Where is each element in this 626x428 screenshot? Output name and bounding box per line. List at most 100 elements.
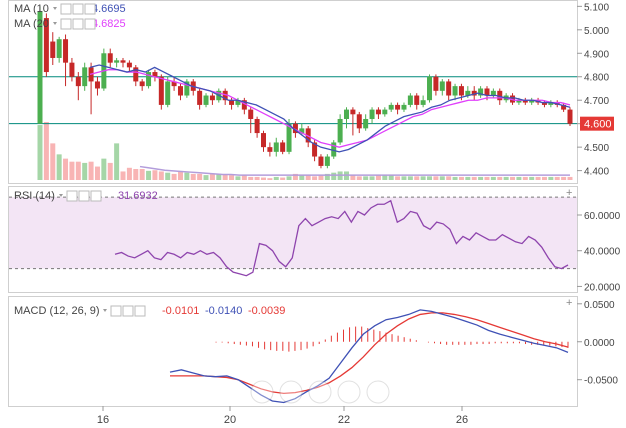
candle-body bbox=[318, 156, 324, 166]
macd-panel[interactable] bbox=[8, 296, 578, 407]
candle-body bbox=[350, 109, 356, 115]
candle-body bbox=[286, 123, 292, 152]
volume-bar bbox=[305, 175, 311, 180]
volume-bar bbox=[427, 176, 433, 180]
candle-body bbox=[299, 128, 305, 134]
reset-icon[interactable] bbox=[308, 380, 332, 404]
close-icon[interactable] bbox=[84, 3, 96, 15]
volume-bar bbox=[324, 173, 330, 180]
macd-add-button[interactable]: + bbox=[566, 297, 572, 309]
gear-icon[interactable] bbox=[60, 3, 72, 15]
last-price-tag: 4.600 bbox=[580, 116, 614, 131]
close-icon[interactable] bbox=[90, 190, 102, 202]
volume-bar bbox=[184, 172, 190, 180]
candle-body bbox=[331, 142, 337, 157]
candle-body bbox=[69, 62, 75, 77]
price-tick-label: 4.900 bbox=[584, 49, 609, 60]
volume-bar bbox=[522, 176, 528, 180]
ma20-controls bbox=[53, 18, 96, 30]
candle-body bbox=[260, 133, 266, 148]
price-tick-label: 4.800 bbox=[584, 73, 609, 84]
volume-bar bbox=[414, 176, 420, 180]
pan-right-icon[interactable] bbox=[366, 380, 390, 404]
dropdown-icon[interactable] bbox=[53, 22, 57, 25]
candle-body bbox=[516, 100, 522, 103]
price-tick-label: 4.500 bbox=[584, 143, 609, 154]
candle-body bbox=[478, 88, 484, 96]
gear-icon[interactable] bbox=[66, 190, 78, 202]
volume-bar bbox=[63, 158, 69, 180]
add-icon[interactable]: + bbox=[566, 297, 572, 309]
gear-icon[interactable] bbox=[110, 305, 122, 317]
volume-bar bbox=[69, 161, 75, 180]
volume-bar bbox=[94, 166, 100, 180]
macd-value: -0.0101 bbox=[162, 305, 199, 317]
volume-bar bbox=[120, 171, 126, 180]
volume-bar bbox=[126, 167, 132, 180]
volume-bar bbox=[254, 176, 260, 180]
volume-bar bbox=[312, 176, 318, 180]
candle-body bbox=[82, 67, 88, 87]
zoom-out-icon[interactable] bbox=[279, 380, 303, 404]
candle-body bbox=[248, 109, 254, 119]
fullscreen-icon[interactable] bbox=[122, 305, 134, 317]
x-tick-label: 26 bbox=[456, 414, 468, 426]
macd-line bbox=[169, 309, 569, 404]
candle-body bbox=[43, 18, 49, 73]
volume-bar bbox=[75, 161, 81, 180]
ma20-legend-label: MA (20 bbox=[14, 18, 49, 30]
zoom-in-icon[interactable] bbox=[337, 380, 361, 404]
candle-body bbox=[235, 100, 241, 105]
dropdown-icon[interactable] bbox=[53, 7, 57, 10]
ma20-legend: MA (20 4.6825 bbox=[14, 18, 126, 30]
candle-body bbox=[356, 114, 362, 129]
rsi-tick-label: 20.0000 bbox=[584, 282, 621, 293]
volume-bar bbox=[133, 169, 139, 180]
close-icon[interactable] bbox=[84, 18, 96, 30]
candle-body bbox=[280, 142, 286, 152]
axes: 5.100 5.000 4.900 4.800 4.700 4.600 4.500 4.400… bbox=[97, 2, 621, 426]
dropdown-icon[interactable] bbox=[103, 309, 107, 312]
macd-tick-label: 0.0000 bbox=[584, 338, 615, 349]
dropdown-icon[interactable] bbox=[59, 194, 63, 197]
candle-body bbox=[146, 72, 152, 87]
gear-icon[interactable] bbox=[60, 18, 72, 30]
volume-bar bbox=[369, 176, 375, 180]
candle-body bbox=[273, 142, 279, 152]
volume-bar bbox=[139, 169, 145, 180]
macd-plot bbox=[169, 309, 569, 404]
candle-body bbox=[177, 86, 183, 96]
fullscreen-icon[interactable] bbox=[78, 190, 90, 202]
volume-bar bbox=[356, 176, 362, 180]
signal-value: -0.0140 bbox=[205, 305, 242, 317]
volume-bar bbox=[554, 176, 560, 180]
fullscreen-icon[interactable] bbox=[72, 3, 84, 15]
volume-bar bbox=[190, 173, 196, 180]
volume-bar bbox=[420, 176, 426, 180]
rsi-legend: RSI (14) 31.6932 bbox=[14, 190, 158, 202]
candle-body bbox=[388, 104, 394, 110]
volume-bar bbox=[299, 175, 305, 180]
ma10-legend: MA (10 4.6695 bbox=[14, 3, 126, 15]
x-tick-label: 16 bbox=[97, 414, 109, 426]
candle-body bbox=[446, 81, 452, 96]
price-tag-label: 4.600 bbox=[584, 119, 612, 131]
close-icon[interactable] bbox=[134, 305, 146, 317]
price-tick-label: 4.700 bbox=[584, 96, 609, 107]
candle-body bbox=[337, 118, 343, 143]
rsi-plot bbox=[9, 196, 577, 277]
candle-body bbox=[465, 90, 471, 96]
pan-left-icon[interactable] bbox=[250, 380, 274, 404]
volume-bar bbox=[471, 176, 477, 180]
rsi-add-button[interactable]: + bbox=[566, 187, 572, 199]
fullscreen-icon[interactable] bbox=[72, 18, 84, 30]
add-icon[interactable]: + bbox=[566, 187, 572, 199]
price-tick-label: 5.100 bbox=[584, 2, 609, 13]
price-tag-box bbox=[580, 116, 614, 131]
volume-bar bbox=[209, 173, 215, 180]
price-plot bbox=[9, 6, 577, 180]
volume-bar bbox=[197, 173, 203, 180]
candle-body bbox=[241, 100, 247, 110]
volume-bar bbox=[107, 162, 113, 180]
